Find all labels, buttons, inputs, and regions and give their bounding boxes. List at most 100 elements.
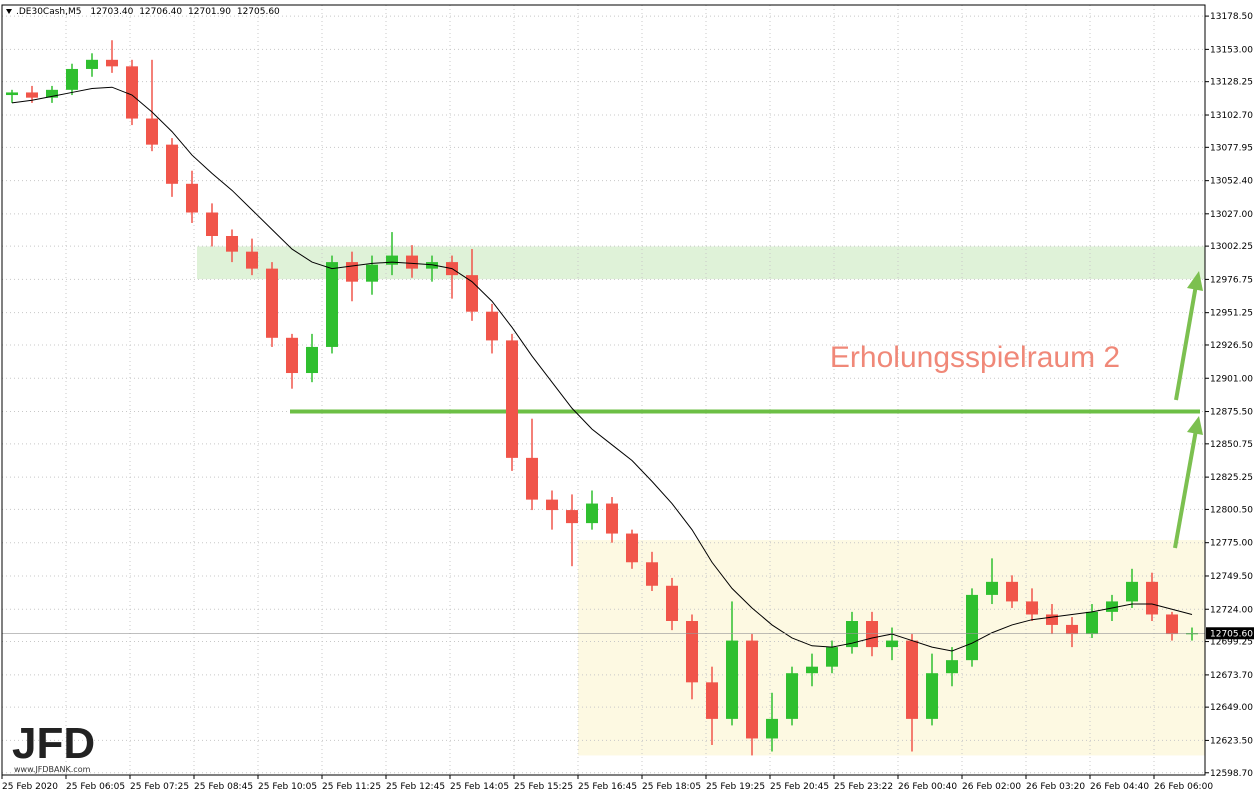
- arrows: [1173, 271, 1203, 549]
- header-close: 12705.60: [237, 7, 280, 17]
- y-tick-label: 12875.50: [1210, 408, 1253, 418]
- logo-url: www.JFDBANK.com: [14, 765, 91, 774]
- y-tick-label: 12951.25: [1210, 309, 1253, 319]
- menu-icon: [6, 9, 12, 14]
- zone: [197, 246, 1205, 280]
- candle-body: [706, 682, 718, 719]
- candle-body: [526, 457, 538, 500]
- x-tick-label: 25 Feb 10:05: [258, 782, 317, 792]
- arrow-head: [1187, 416, 1203, 435]
- y-tick-label: 13102.70: [1210, 111, 1253, 121]
- logo: JFD: [12, 719, 95, 768]
- y-tick-label: 12673.70: [1210, 671, 1253, 681]
- x-tick-label: 26 Feb 00:40: [898, 782, 957, 792]
- candle-body: [246, 251, 258, 269]
- y-tick-label: 13153.00: [1210, 45, 1253, 55]
- candle-body: [1026, 601, 1038, 615]
- x-tick-label: 25 Feb 06:05: [66, 782, 125, 792]
- arrow: [1173, 429, 1198, 549]
- candle-body: [166, 144, 178, 184]
- y-tick-label: 12699.25: [1210, 638, 1253, 648]
- header-high: 12706.40: [139, 7, 182, 17]
- annotation: Erholungsspielraum 2: [830, 341, 1120, 374]
- x-tick-label: 25 Feb 08:45: [194, 782, 253, 792]
- candle-body: [666, 585, 678, 621]
- candle-body: [426, 262, 438, 269]
- y-tick-label: 12749.50: [1210, 572, 1253, 582]
- y-tick-label: 12800.50: [1210, 505, 1253, 515]
- x-tick-label: 25 Feb 15:25: [514, 782, 573, 792]
- candle-body: [226, 236, 238, 252]
- candle-body: [946, 660, 958, 674]
- candle-body: [1126, 581, 1138, 602]
- y-tick-label: 13128.25: [1210, 78, 1253, 88]
- candle-body: [966, 594, 978, 661]
- symbol: .DE30Cash,M5: [16, 7, 81, 17]
- candle-body: [46, 89, 58, 98]
- y-tick-label: 13002.25: [1210, 242, 1253, 252]
- candle-body: [106, 59, 118, 67]
- candle-body: [866, 621, 878, 648]
- candle-body: [566, 510, 578, 524]
- x-tick-label: 26 Feb 06:00: [1154, 782, 1213, 792]
- candle-body: [406, 255, 418, 269]
- candle-body: [626, 533, 638, 563]
- y-tick-label: 13052.40: [1210, 177, 1253, 187]
- candle-body: [386, 255, 398, 265]
- candle-body: [186, 183, 198, 213]
- candle-body: [1006, 581, 1018, 602]
- candle-body: [726, 640, 738, 719]
- candle-body: [1106, 601, 1118, 612]
- candle-body: [66, 68, 78, 90]
- y-tick-label: 12623.50: [1210, 736, 1253, 746]
- candle-body: [486, 311, 498, 341]
- candle-body: [826, 647, 838, 667]
- y-tick-label: 12850.75: [1210, 440, 1253, 450]
- candle-body: [1086, 611, 1098, 635]
- candle-body: [746, 640, 758, 739]
- candle-body: [346, 262, 358, 282]
- y-tick-label: 13027.00: [1210, 210, 1253, 220]
- candle-body: [1066, 624, 1078, 635]
- candle-body: [646, 562, 658, 586]
- last-price-label: 12705.60: [1210, 629, 1253, 639]
- candle-body: [1046, 614, 1058, 625]
- y-tick-label: 12724.00: [1210, 605, 1253, 615]
- y-tick-label: 12649.00: [1210, 703, 1253, 713]
- x-tick-label: 26 Feb 03:20: [1026, 782, 1085, 792]
- candle-body: [1186, 633, 1198, 635]
- y-tick-label: 12901.00: [1210, 374, 1253, 384]
- candle-body: [466, 275, 478, 312]
- x-tick-label: 25 Feb 23:22: [834, 782, 893, 792]
- x-tick-label: 25 Feb 16:45: [578, 782, 637, 792]
- x-tick-label: 25 Feb 2020: [2, 782, 58, 792]
- candle-body: [546, 499, 558, 511]
- candle-body: [6, 92, 18, 96]
- candle-body: [286, 337, 298, 374]
- candle-body: [606, 503, 618, 534]
- x-tick-label: 26 Feb 02:00: [962, 782, 1021, 792]
- y-tick-label: 12976.75: [1210, 275, 1253, 285]
- candle-body: [1166, 614, 1178, 635]
- arrow-head: [1187, 271, 1203, 291]
- candle-body: [766, 718, 778, 739]
- x-tick-label: 25 Feb 12:45: [386, 782, 445, 792]
- candle-body: [906, 640, 918, 719]
- x-tick-label: 25 Feb 14:05: [450, 782, 509, 792]
- candle-body: [126, 66, 138, 119]
- y-tick-label: 12825.25: [1210, 473, 1253, 483]
- arrow: [1174, 284, 1198, 401]
- y-tick-label: 12775.00: [1210, 539, 1253, 549]
- y-tick-label: 12926.50: [1210, 341, 1253, 351]
- candle-body: [326, 262, 338, 347]
- candle-body: [846, 621, 858, 648]
- candle-body: [986, 581, 998, 595]
- candle-body: [366, 264, 378, 282]
- candle-body: [266, 268, 278, 338]
- candle-body: [886, 640, 898, 648]
- x-tick-label: 25 Feb 11:25: [322, 782, 381, 792]
- header-open: 12703.40: [90, 7, 133, 17]
- candle-body: [86, 59, 98, 69]
- x-tick-label: 26 Feb 04:40: [1090, 782, 1149, 792]
